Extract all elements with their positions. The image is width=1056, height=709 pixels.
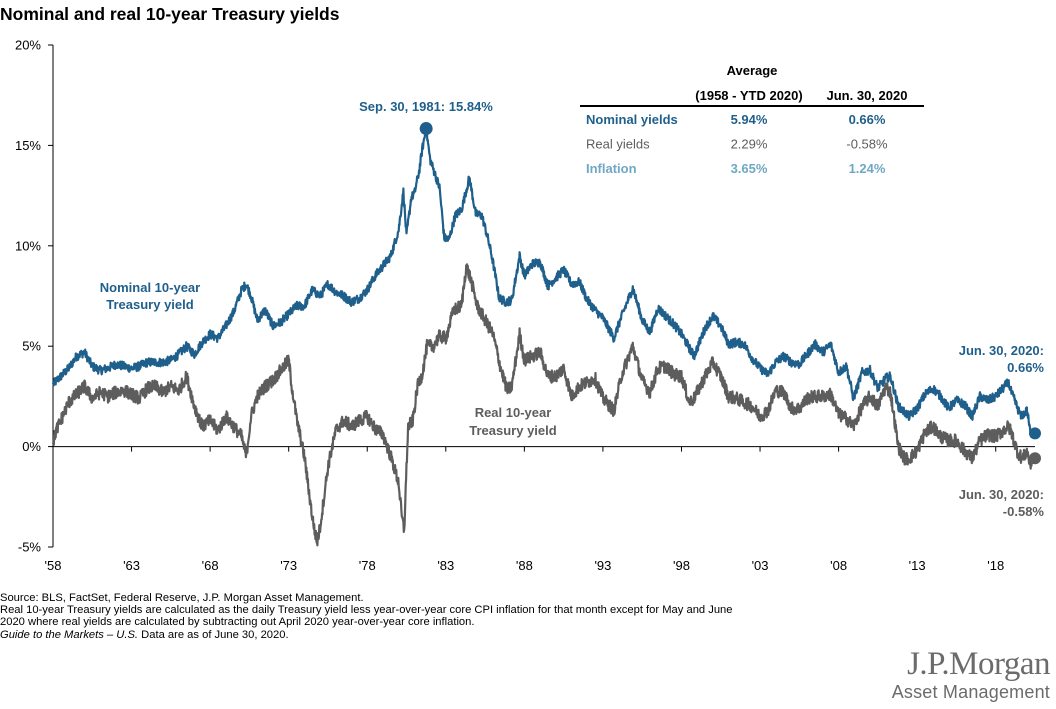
table-cell-current: -0.58% bbox=[846, 137, 888, 152]
y-tick-label: 15% bbox=[15, 138, 41, 153]
peak-point bbox=[419, 122, 433, 136]
real-yield-end-point bbox=[1029, 452, 1041, 465]
x-tick-label: '83 bbox=[437, 558, 454, 573]
footnotes: Source: BLS, FactSet, Federal Reserve, J… bbox=[0, 592, 733, 641]
jpmorgan-logo: J.P.Morgan Asset Management bbox=[891, 646, 1051, 703]
table-header-average: Average bbox=[727, 63, 778, 78]
real-series-label: Treasury yield bbox=[469, 423, 556, 438]
x-tick-label: '78 bbox=[359, 558, 376, 573]
table-cell-current: 1.24% bbox=[849, 161, 886, 176]
footnote-date: Data are as of June 30, 2020. bbox=[138, 628, 289, 641]
footnote-guide-title: Guide to the Markets – U.S. bbox=[0, 628, 139, 641]
footnote-guide: Guide to the Markets – U.S. Data are as … bbox=[0, 629, 733, 641]
x-tick-label: '73 bbox=[280, 558, 297, 573]
y-tick-label: 5% bbox=[22, 339, 41, 354]
x-tick-label: '98 bbox=[673, 558, 690, 573]
nominal-yield-end-point bbox=[1029, 427, 1041, 440]
table-row-label: Real yields bbox=[586, 137, 650, 152]
footnote-source: Source: BLS, FactSet, Federal Reserve, J… bbox=[0, 592, 364, 604]
series-layer bbox=[51, 129, 1041, 547]
real-yield-line bbox=[51, 263, 1037, 547]
table-col-header: Jun. 30, 2020 bbox=[827, 88, 908, 103]
table-row-label: Inflation bbox=[586, 161, 637, 176]
page-title: Nominal and real 10-year Treasury yields bbox=[0, 4, 340, 24]
table-cell-average: 5.94% bbox=[731, 112, 768, 127]
x-tick-label: '93 bbox=[594, 558, 611, 573]
real-end-label: -0.58% bbox=[1003, 504, 1045, 519]
x-tick-label: '13 bbox=[909, 558, 926, 573]
nominal-end-label: Jun. 30, 2020: bbox=[959, 343, 1044, 358]
stats-table: Average (1958 - YTD 2020) Jun. 30, 2020 Nom… bbox=[580, 63, 924, 176]
nominal-series-label: Nominal 10-year bbox=[100, 280, 200, 295]
peak-label: Sep. 30, 1981: 15.84% bbox=[359, 99, 493, 114]
x-tick-label: '03 bbox=[752, 558, 769, 573]
y-tick-label: 10% bbox=[15, 238, 41, 253]
nominal-yield-line bbox=[51, 129, 1037, 438]
annotations: Sep. 30, 1981: 15.84% Nominal 10-year Trea… bbox=[100, 99, 1045, 519]
table-cell-average: 3.65% bbox=[731, 161, 768, 176]
logo-sub-text: Asset Management bbox=[891, 682, 1050, 702]
footnote-methodology-2: 2020 where real yields are calculated by… bbox=[0, 616, 475, 629]
footnote-methodology-1: Real 10-year Treasury yields are calcula… bbox=[0, 604, 733, 617]
table-col-header: (1958 - YTD 2020) bbox=[695, 88, 802, 103]
x-tick-label: '68 bbox=[202, 558, 219, 573]
real-series-label: Real 10-year bbox=[475, 405, 552, 420]
y-tick-label: 20% bbox=[15, 38, 41, 53]
real-end-label: Jun. 30, 2020: bbox=[959, 487, 1044, 502]
y-tick-label: -5% bbox=[18, 540, 42, 555]
table-row-label: Nominal yields bbox=[586, 112, 678, 127]
table-cell-average: 2.29% bbox=[731, 137, 768, 152]
axes: 20% 15% 10% 5% 0% -5%'58 '63 '68 '73 '78 '83 '88 '93… bbox=[15, 38, 1035, 573]
x-tick-label: '63 bbox=[123, 558, 140, 573]
y-tick-label: 0% bbox=[22, 439, 41, 454]
nominal-end-label: 0.66% bbox=[1007, 360, 1044, 375]
x-tick-label: '58 bbox=[45, 558, 62, 573]
logo-main-text: J.P.Morgan bbox=[907, 646, 1050, 682]
x-tick-label: '18 bbox=[987, 558, 1004, 573]
nominal-series-label: Treasury yield bbox=[106, 297, 193, 312]
x-tick-label: '88 bbox=[516, 558, 533, 573]
table-cell-current: 0.66% bbox=[849, 112, 886, 127]
x-tick-label: '08 bbox=[830, 558, 847, 573]
